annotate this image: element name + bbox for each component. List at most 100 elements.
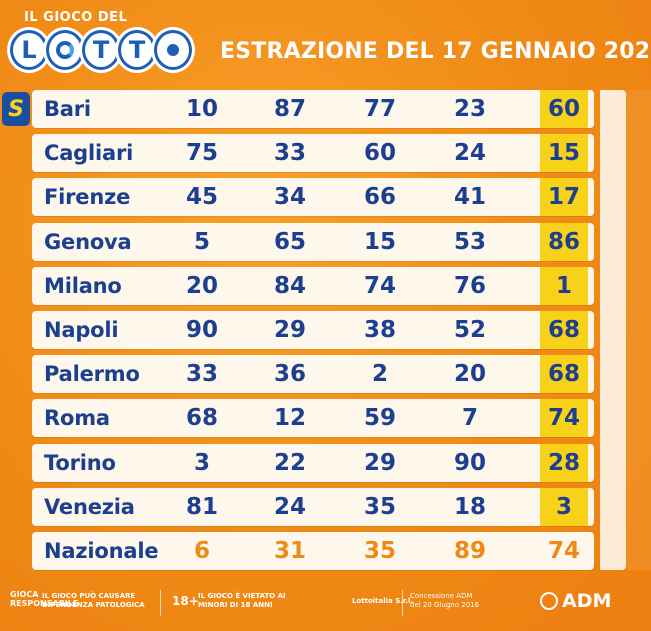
number-2: 65	[273, 228, 306, 255]
table-row: Cagliari 75 33 60 24 15	[32, 134, 594, 173]
number-5-highlight: 1	[540, 266, 588, 305]
number-5-highlight: 68	[540, 355, 588, 394]
number-1: 6	[193, 537, 210, 564]
logo-tagline: IL GIOCO DEL	[24, 10, 128, 25]
footer-divider	[160, 590, 161, 616]
logo-balls: L T T	[10, 28, 192, 72]
number-4: 20	[453, 361, 486, 388]
responsible-gaming-logo: GIOCA RESPONSABILE	[10, 590, 79, 608]
number-1: 68	[185, 405, 218, 432]
number-2: 22	[273, 449, 306, 476]
table-row: Roma 68 12 59 7 74	[32, 399, 594, 438]
logo-letter-t2: T	[118, 30, 156, 70]
number-2: 31	[273, 537, 306, 564]
wheel-name: Nazionale	[44, 538, 159, 563]
minors-warning: IL GIOCO È VIETATO AI MINORI DI 18 ANNI	[198, 592, 286, 609]
table-row: Palermo 33 36 2 20 68	[32, 355, 594, 394]
wheel-name: Venezia	[44, 494, 135, 519]
adm-logo: ADM	[562, 590, 612, 612]
number-3: 2	[371, 361, 388, 388]
number-2: 84	[273, 272, 306, 299]
number-2: 33	[273, 140, 306, 167]
number-3: 66	[363, 184, 396, 211]
number-2: 24	[273, 493, 306, 520]
number-1: 90	[185, 316, 218, 343]
wheel-name: Bari	[44, 97, 91, 121]
number-4: 41	[453, 184, 486, 211]
number-3: 59	[363, 405, 396, 432]
table-row: Bari 10 87 77 23 60	[32, 90, 594, 128]
number-4: 52	[453, 316, 486, 343]
table-row: Genova 5 65 15 53 86	[32, 222, 594, 261]
number-4: 90	[453, 449, 486, 476]
number-4: 53	[453, 228, 486, 255]
number-4: 24	[453, 140, 486, 167]
number-2: 12	[273, 405, 306, 432]
table-row: Torino 3 22 29 90 28	[32, 443, 594, 482]
wheel-name: Roma	[44, 406, 110, 431]
wheel-name: Torino	[44, 450, 116, 475]
number-3: 35	[363, 537, 396, 564]
number-1: 3	[193, 449, 210, 476]
concession-info: Concessione ADM del 20 Giugno 2016	[410, 592, 480, 609]
wheel-name: Milano	[44, 273, 122, 298]
number-3: 35	[363, 493, 396, 520]
table-row: Napoli 90 29 38 52 68	[32, 310, 594, 349]
number-4: 18	[453, 493, 486, 520]
number-4: 23	[453, 96, 486, 122]
logo-spiral-icon	[46, 30, 84, 70]
number-5-highlight: 17	[540, 178, 588, 217]
table-row: Milano 20 84 74 76 1	[32, 266, 594, 305]
number-5-highlight: 3	[540, 487, 588, 526]
adm-emblem-icon	[540, 592, 558, 610]
number-2: 36	[273, 361, 306, 388]
number-1: 5	[193, 228, 210, 255]
number-1: 75	[185, 140, 218, 167]
operator-name: Lottoitalia S.r.l.	[352, 597, 414, 605]
table-row: Venezia 81 24 35 18 3	[32, 487, 594, 526]
wheel-name: Napoli	[44, 317, 119, 342]
age-limit: 18+	[172, 594, 199, 608]
number-1: 45	[185, 184, 218, 211]
footer: GIOCA RESPONSABILE IL GIOCO PUÒ CAUSARE …	[0, 584, 651, 624]
lotto-logo: IL GIOCO DEL L T T	[10, 6, 192, 76]
number-5-highlight: 68	[540, 310, 588, 349]
number-3: 74	[363, 272, 396, 299]
number-1: 33	[185, 361, 218, 388]
number-1: 81	[185, 493, 218, 520]
number-5: 74	[547, 537, 580, 564]
superenalotto-badge: S	[2, 92, 30, 126]
right-strip	[600, 90, 626, 570]
results-table: Bari 10 87 77 23 60 Cagliari 75 33 60 24…	[32, 90, 594, 576]
footer-divider	[402, 590, 403, 616]
wheel-name: Cagliari	[44, 141, 134, 166]
number-4: 7	[461, 405, 478, 432]
number-3: 29	[363, 449, 396, 476]
number-5-highlight: 15	[540, 134, 588, 173]
number-3: 15	[363, 228, 396, 255]
number-4: 89	[453, 537, 486, 564]
wheel-name: Genova	[44, 229, 132, 254]
number-2: 34	[273, 184, 306, 211]
number-3: 60	[363, 140, 396, 167]
table-row: Firenze 45 34 66 41 17	[32, 178, 594, 217]
number-2: 87	[273, 96, 306, 122]
number-5-highlight: 28	[540, 443, 588, 482]
table-row-nazionale: Nazionale 6 31 35 89 74	[32, 531, 594, 570]
number-5-highlight: 60	[540, 90, 588, 128]
number-4: 76	[453, 272, 486, 299]
number-3: 77	[363, 96, 396, 122]
number-5-highlight: 74	[540, 399, 588, 438]
wheel-name: Palermo	[44, 362, 140, 387]
number-1: 20	[185, 272, 218, 299]
number-2: 29	[273, 316, 306, 343]
draw-title: ESTRAZIONE DEL 17 GENNAIO 2025	[220, 39, 651, 64]
logo-dot-icon	[154, 30, 192, 70]
logo-letter-t1: T	[82, 30, 120, 70]
number-5-highlight: 86	[540, 222, 588, 261]
logo-letter-l: L	[10, 30, 48, 70]
right-strip-edge	[626, 90, 651, 570]
wheel-name: Firenze	[44, 185, 131, 210]
number-1: 10	[185, 96, 218, 122]
